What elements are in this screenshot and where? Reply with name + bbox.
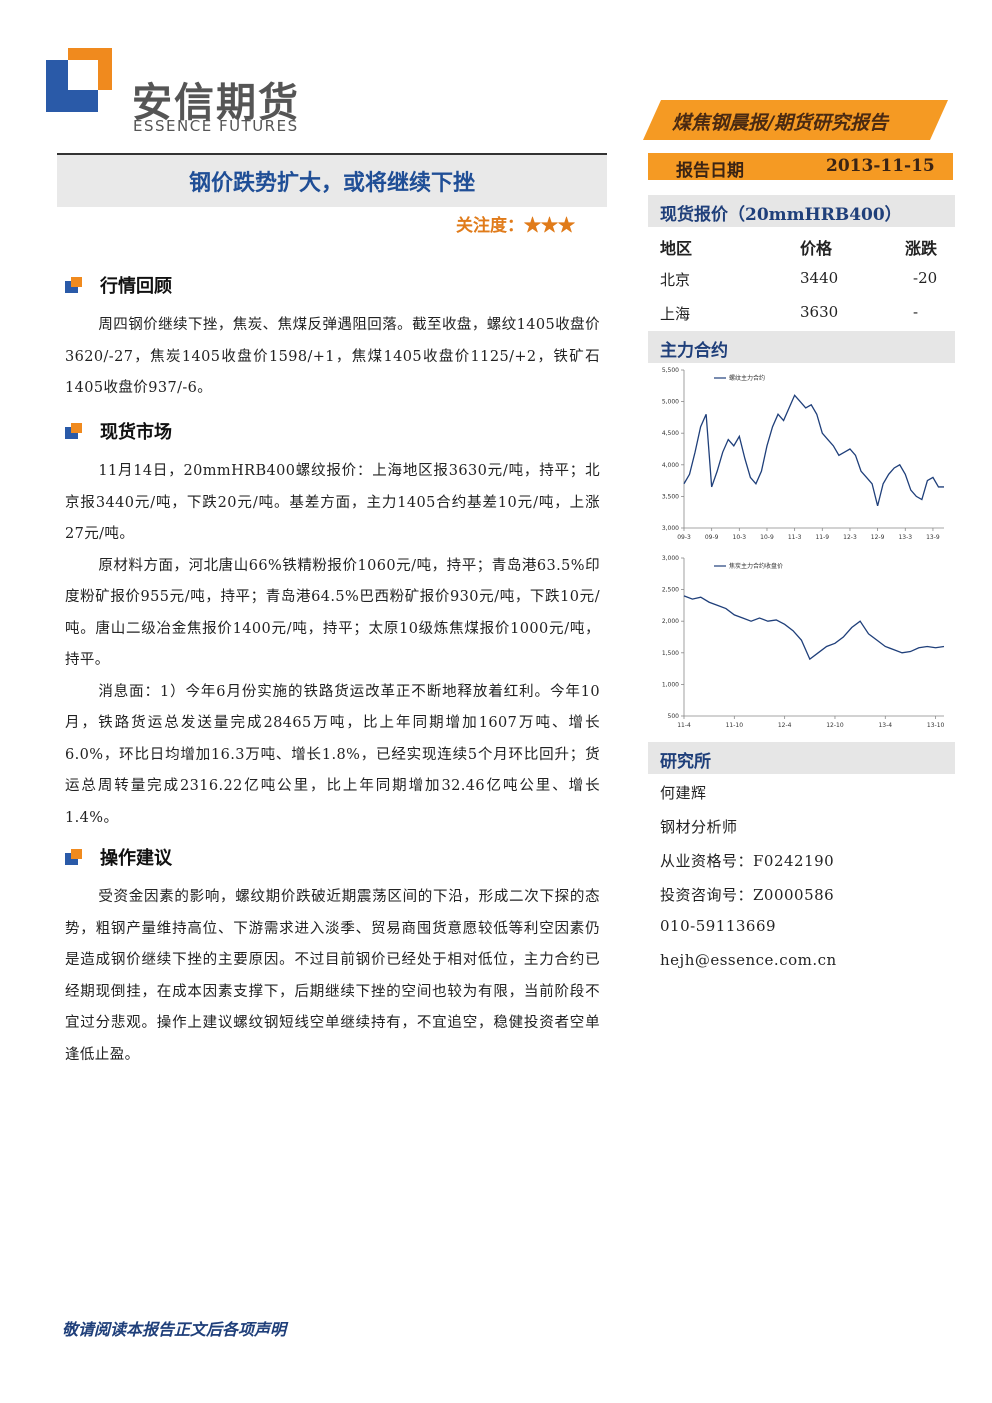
banner-bg: [643, 100, 948, 140]
logo-en: ESSENCE FUTURES: [133, 117, 299, 135]
x-tick-label: 10-3: [733, 534, 747, 541]
table-cell: 3440: [800, 269, 839, 287]
side-heading-bg: [648, 742, 955, 774]
research-line: 投资咨询号：Z0000586: [660, 886, 835, 904]
logo-cn: 安信期货: [132, 80, 300, 126]
table-header: 地区: [660, 239, 693, 258]
research-line: 010-59113669: [660, 917, 777, 935]
attention-label: 关注度：: [456, 216, 524, 236]
y-tick-label: 2,000: [662, 618, 679, 625]
x-tick-label: 10-9: [760, 534, 774, 541]
table-cell: 3630: [800, 303, 839, 321]
logo-gap: [68, 60, 98, 90]
table-cell: 上海: [660, 305, 691, 323]
table-header: 涨跌: [905, 239, 938, 258]
x-tick-label: 11-10: [726, 722, 744, 729]
paragraph: 受资金因素的影响，螺纹期价跌破近期震荡区间的下沿，形成二次下探的态势，粗钢产量维…: [65, 889, 600, 1063]
y-tick-label: 3,000: [662, 555, 679, 562]
section-heading: 操作建议: [65, 842, 600, 872]
x-tick-label: 09-9: [705, 534, 719, 541]
x-tick-label: 13-10: [927, 722, 945, 729]
x-tick-label: 11-9: [815, 534, 829, 541]
x-tick-label: 12-4: [778, 722, 792, 729]
y-tick-label: 3,000: [662, 525, 679, 532]
heading-text: 行情回顾: [100, 276, 172, 297]
banner: 煤焦钢晨报/期货研究报告: [672, 112, 888, 134]
title: 钢价跌势扩大，或将继续下挫: [188, 170, 475, 196]
banner-shape: [643, 100, 948, 140]
paragraph: 11月14日，20mmHRB400螺纹报价：上海地区报3630元/吨，持平；北京…: [65, 463, 600, 542]
y-tick-label: 4,500: [662, 430, 679, 437]
section: 行情回顾 周四钢价继续下挫，焦炭、焦煤反弹遇阻回落。截至收盘，螺纹1405收盘价…: [65, 270, 600, 405]
series-line: [683, 394, 944, 507]
y-tick-label: 1,000: [662, 681, 679, 688]
research-line: 钢材分析师: [660, 818, 738, 836]
logo-mark: [46, 48, 112, 112]
x-tick-label: 13-3: [898, 534, 912, 541]
table-cell: -: [913, 303, 919, 321]
chart: 500 1,000 1,500 2,000 2,500 3,000 11-4 11-10 12-…: [662, 555, 945, 729]
title-box: [57, 153, 607, 207]
section-heading: 现货市场: [65, 416, 600, 446]
x-tick-label: 11-4: [677, 722, 691, 729]
y-tick-label: 1,500: [662, 650, 679, 657]
side-heading-bg: [648, 331, 955, 363]
side-heading-bg: [648, 195, 955, 227]
y-tick-label: 5,000: [662, 399, 679, 406]
date-label: 报告日期: [676, 161, 744, 181]
heading-text: 操作建议: [100, 848, 172, 869]
y-tick-label: 3,500: [662, 493, 679, 500]
section-heading: 行情回顾: [65, 270, 600, 300]
y-tick-label: 4,000: [662, 462, 679, 469]
table-header: 价格: [800, 239, 833, 258]
table-cell: -20: [913, 269, 938, 287]
heading-text: 现货市场: [100, 422, 172, 443]
paragraph: 消息面：1）今年6月份实施的铁路货运改革正不断地释放着红利。今年10月，铁路货运…: [65, 683, 600, 826]
icon: [65, 849, 82, 865]
attention-stars: ★★★: [524, 216, 575, 236]
section: 现货市场 11月14日，20mmHRB400螺纹报价：上海地区报3630元/吨，…: [65, 416, 600, 834]
y-tick-label: 2,500: [662, 587, 679, 594]
date-bar: [648, 153, 953, 180]
legend-label: 焦炭主力合约收盘价: [729, 562, 783, 570]
y-tick-label: 5,500: [662, 367, 679, 374]
icon: [65, 423, 82, 439]
section: 操作建议 受资金因素的影响，螺纹期价跌破近期震荡区间的下沿，形成二次下探的态势，…: [65, 842, 600, 1071]
logo-blue: [46, 60, 98, 112]
series-line: [683, 595, 945, 661]
date-value: 2013-11-15: [826, 156, 935, 176]
legend-label: 螺纹主力合约: [729, 374, 765, 382]
paragraph: 周四钢价继续下挫，焦炭、焦煤反弹遇阻回落。截至收盘，螺纹1405收盘价3620/…: [65, 317, 600, 396]
x-tick-label: 13-4: [878, 722, 892, 729]
icon: [65, 277, 82, 293]
chart: 3,000 3,500 4,000 4,500 5,000 5,500 09-3 09-9 10…: [662, 367, 944, 541]
x-tick-label: 12-10: [826, 722, 844, 729]
x-tick-label: 09-3: [677, 534, 691, 541]
x-tick-label: 12-3: [843, 534, 857, 541]
research-line: 何建辉: [660, 784, 707, 802]
x-tick-label: 12-9: [871, 534, 885, 541]
y-tick-label: 500: [668, 713, 680, 720]
side-heading: 主力合约: [660, 341, 728, 361]
footer: 敬请阅读本报告正文后各项声明: [62, 1320, 287, 1339]
research-line: 从业资格号：F0242190: [660, 852, 835, 870]
attention: 关注度：★★★: [456, 211, 575, 236]
x-tick-label: 13-9: [926, 534, 940, 541]
table-cell: 北京: [660, 271, 691, 289]
side-heading: 现货报价（20mmHRB400）: [660, 205, 902, 225]
research-line: hejh@essence.com.cn: [660, 951, 837, 969]
side-heading: 研究所: [660, 752, 711, 772]
x-tick-label: 11-3: [788, 534, 802, 541]
paragraph: 原材料方面，河北唐山66%铁精粉报价1060元/吨，持平；青岛港63.5%印度粉…: [65, 557, 600, 669]
